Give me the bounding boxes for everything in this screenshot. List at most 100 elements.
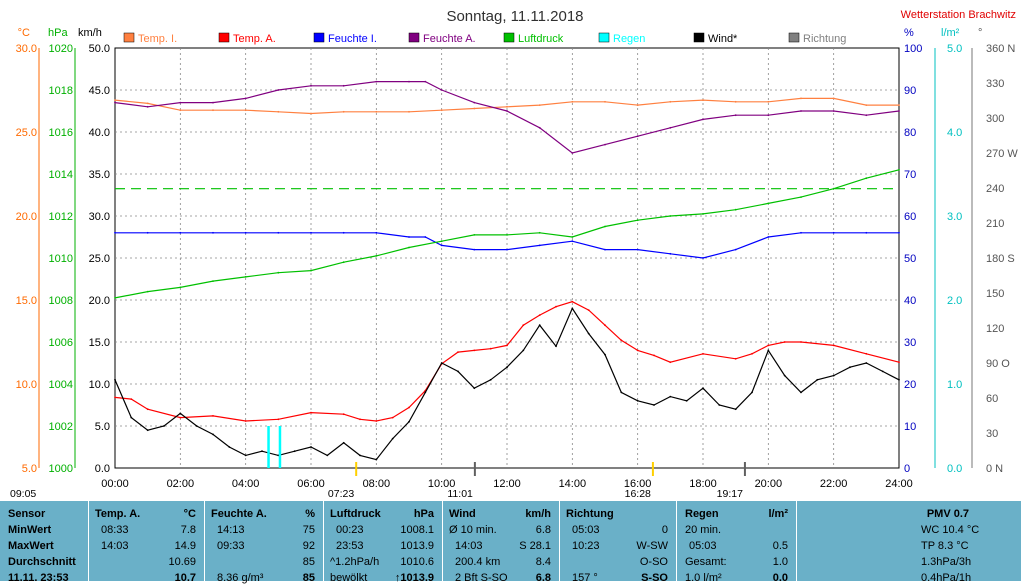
series-0-point-3 [212, 109, 214, 112]
hum-tick-8: 20 [904, 379, 916, 391]
series-5-point-29 [587, 332, 590, 335]
series-5-point-45 [849, 366, 851, 369]
legend-swatch-4 [503, 32, 515, 43]
series-5-point-39 [751, 391, 753, 394]
series-0-point-23 [865, 104, 868, 106]
series-line-3 [114, 80, 900, 154]
series-2-point-14 [538, 244, 541, 247]
chart-background [0, 0, 1021, 500]
weather-chart: Sonntag, 11.11.2018 Wetterstation Brachw… [0, 0, 1021, 500]
press-tick-3: 1014 [49, 169, 73, 181]
legend-swatch-7 [788, 32, 800, 43]
station-name: Wetterstation Brachwitz [901, 9, 1016, 21]
series-5-point-0 [114, 378, 116, 381]
temp-tick-5: 5.0 [22, 463, 37, 475]
series-4-point-4 [244, 276, 247, 278]
series-1-point-11 [391, 416, 394, 419]
legend-label-3: Feuchte A. [423, 33, 476, 45]
col-pmv: PMV 0.7 WC 10.4 °C TP 8.3 °C 1.3hPa/3h 0… [797, 501, 1021, 584]
x-tick-0: 00:00 [101, 478, 129, 490]
wind-run: 200.4 km [455, 556, 501, 568]
series-5-point-37 [718, 404, 721, 406]
wind-avg10: 6.8 [535, 524, 551, 536]
series-1-point-31 [751, 352, 753, 355]
series-2-point-10 [424, 236, 427, 238]
wind-now: 6.8 [535, 572, 551, 584]
series-4-point-6 [310, 269, 312, 272]
series-2-point-17 [636, 248, 639, 251]
dir-tick-5: 210 [986, 218, 1004, 230]
series-4-point-22 [832, 187, 835, 190]
hum-abs: 8.36 g/m³ [217, 572, 264, 584]
series-2-point-16 [604, 248, 606, 251]
series-5-point-42 [800, 391, 802, 394]
temp-tick-2: 20.0 [16, 211, 37, 223]
series-5-point-15 [359, 454, 361, 457]
wind-unit: km/h [525, 508, 551, 520]
series-3-point-25 [898, 110, 900, 112]
wind-tick-6: 20.0 [89, 295, 110, 307]
series-3-point-9 [408, 80, 410, 83]
series-4-point-18 [702, 213, 704, 215]
hum-unit: % [904, 27, 914, 39]
dir-min-time: 05:03 [572, 524, 600, 536]
moonset-time: 19:17 [717, 488, 743, 500]
series-3-point-20 [734, 114, 737, 117]
series-3-point-13 [506, 110, 508, 112]
press-avg: 1010.6 [400, 556, 434, 568]
series-4-point-8 [375, 255, 378, 257]
series-0-point-15 [604, 100, 606, 103]
series-4-point-2 [179, 286, 182, 289]
hum-max-time: 09:33 [217, 540, 245, 552]
dir-tick-2: 300 [986, 113, 1004, 125]
series-4-point-1 [146, 290, 149, 293]
press-header: Luftdruck [330, 508, 381, 520]
dir-unit: ° [978, 27, 982, 39]
series-4-point-0 [114, 297, 116, 299]
series-0-point-16 [636, 104, 639, 106]
series-5-point-24 [506, 366, 508, 369]
series-4-point-19 [734, 208, 737, 211]
series-4-point-21 [800, 196, 802, 199]
series-3-point-19 [702, 118, 704, 121]
hum-tick-5: 50 [904, 253, 916, 265]
series-1-point-23 [587, 309, 590, 311]
series-2-point-7 [342, 231, 345, 234]
series-4-point-24 [898, 168, 900, 171]
wind-max: S 28.1 [519, 540, 551, 552]
wind-max-time: 14:03 [455, 540, 483, 552]
series-4-point-5 [277, 271, 280, 274]
series-4-point-12 [506, 234, 508, 236]
series-5-point-40 [767, 349, 770, 352]
legend-swatch-0 [123, 32, 135, 43]
series-3-point-5 [277, 89, 280, 91]
series-1-point-5 [244, 420, 247, 422]
wind-tick-4: 30.0 [89, 211, 110, 223]
start-time: 09:05 [10, 488, 36, 500]
series-5-point-6 [212, 433, 214, 436]
series-5-point-26 [538, 324, 541, 327]
series-2-point-12 [473, 248, 476, 251]
series-5-point-34 [669, 395, 672, 398]
series-1-point-22 [571, 300, 574, 303]
series-5-point-9 [261, 450, 263, 453]
series-5-point-21 [457, 370, 459, 373]
legend-label-6: Wind* [708, 33, 738, 45]
rain-max-time: 05:03 [689, 540, 717, 552]
series-5-point-32 [636, 399, 639, 402]
press-tick-7: 1006 [49, 337, 73, 349]
pmv-header: PMV 0.7 [926, 508, 969, 520]
dir-max: W-SW [636, 540, 668, 552]
legend-swatch-6 [693, 32, 705, 43]
wind-header: Wind [449, 508, 476, 520]
temp-tick-0: 30.0 [16, 43, 37, 55]
series-5-point-23 [489, 378, 492, 381]
temp-unit: °C [18, 27, 30, 39]
hum-now: 85 [302, 572, 315, 584]
pmv-dewpoint: TP 8.3 °C [921, 540, 969, 552]
x-tick-12: 24:00 [885, 478, 913, 490]
series-3-point-22 [800, 110, 802, 112]
series-1-point-20 [538, 314, 541, 316]
sensor-row-min: MinWert [8, 524, 52, 536]
series-1-point-1 [130, 398, 133, 400]
